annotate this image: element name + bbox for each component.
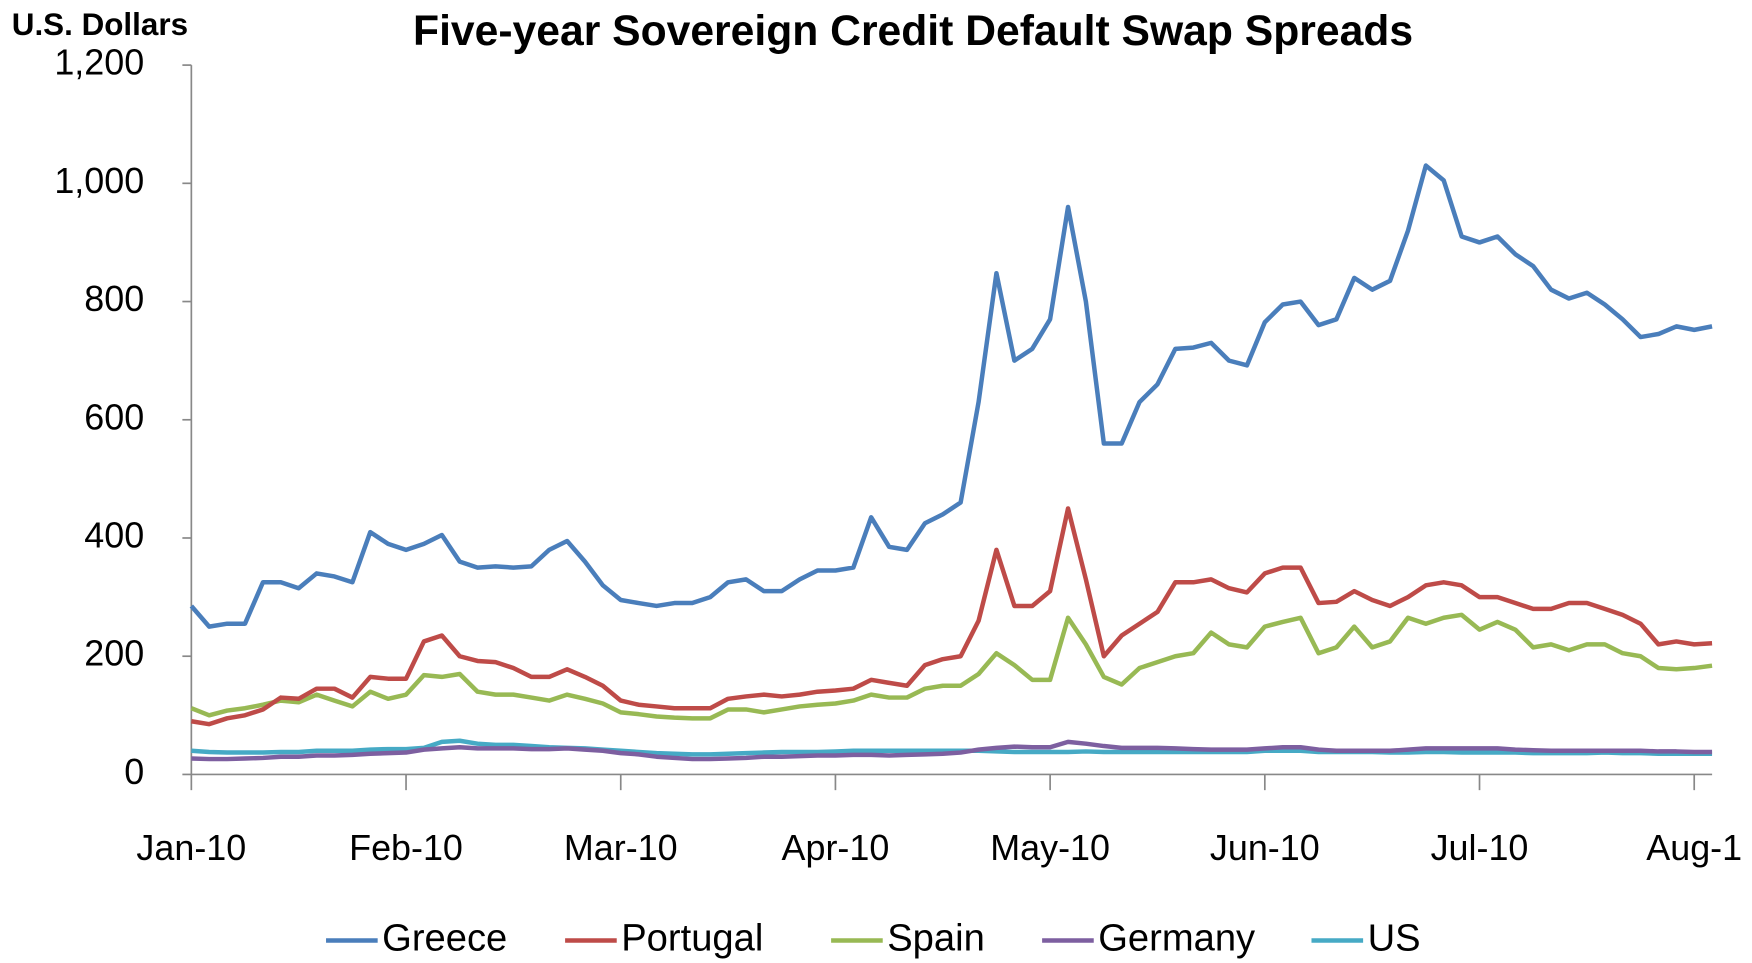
x-tick-label: Aug-1 (1646, 827, 1742, 868)
legend-label: Germany (1098, 917, 1255, 960)
x-tick-label: Apr-10 (782, 827, 890, 868)
x-tick-label: Feb-10 (349, 827, 463, 868)
series-line (190, 612, 1713, 721)
series-line (191, 738, 1713, 757)
legend-label: Spain (887, 917, 985, 960)
x-tick-label: Jan-10 (136, 827, 246, 868)
x-tick-label: Jun-10 (1210, 827, 1320, 868)
legend-label: Portugal (621, 917, 763, 960)
y-tick-label: 600 (84, 396, 144, 437)
x-tick-label: Mar-10 (564, 827, 678, 868)
y-tick-label: 1,000 (54, 160, 144, 201)
y-tick-label: 200 (84, 633, 144, 674)
x-tick-label: Jul-10 (1431, 827, 1529, 868)
y-tick-label: 800 (84, 278, 144, 319)
legend-label: US (1368, 917, 1421, 960)
chart-title: Five-year Sovereign Credit Default Swap … (413, 7, 1413, 55)
y-axis-label: U.S. Dollars (12, 7, 188, 42)
series-line (191, 739, 1713, 762)
y-tick-label: 400 (84, 514, 144, 555)
series-line (189, 163, 1713, 629)
y-tick-label: 1,200 (54, 42, 144, 83)
y-tick-label: 0 (124, 751, 144, 792)
x-tick-label: May-10 (990, 827, 1110, 868)
series-line (190, 506, 1713, 727)
legend-label: Greece (382, 917, 507, 960)
